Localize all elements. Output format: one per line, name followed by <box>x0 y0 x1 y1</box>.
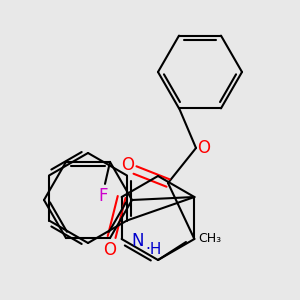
Text: CH₃: CH₃ <box>198 232 221 245</box>
Text: O: O <box>197 139 211 157</box>
Text: F: F <box>98 187 108 205</box>
Text: ·H: ·H <box>146 242 162 256</box>
Text: N: N <box>132 232 144 250</box>
Text: O: O <box>103 241 116 259</box>
Text: O: O <box>122 156 134 174</box>
